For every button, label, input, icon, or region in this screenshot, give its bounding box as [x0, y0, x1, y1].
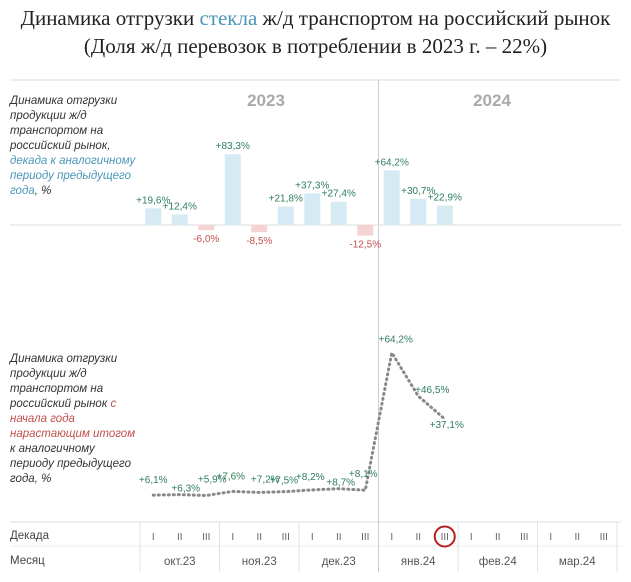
chart-subtitle: (Доля ж/д перевозок в потреблении в 2023…	[83, 34, 548, 58]
bar	[383, 170, 400, 225]
decade-tick-label: II	[177, 532, 183, 543]
month-axis-label: Месяц	[10, 555, 45, 567]
bar	[357, 225, 374, 236]
line-data-label: +6,1%	[139, 475, 168, 486]
line-data-label: +64,2%	[379, 335, 413, 346]
month-tick-label: фев.24	[479, 556, 518, 568]
decade-tick-label: I	[390, 532, 393, 543]
highlight-circle	[433, 525, 456, 548]
bar	[224, 154, 241, 225]
line-series	[151, 348, 447, 498]
bar-data-label: +19,6%	[136, 195, 170, 206]
bar-data-label: +12,4%	[163, 201, 197, 212]
decade-tick-label: II	[574, 532, 580, 543]
chart-title: Динамика отгрузки стекла ж/д транспортом…	[20, 6, 611, 30]
line-data-label: +8,1%	[349, 469, 378, 480]
grid-lines	[10, 79, 621, 572]
decade-tick-label: I	[152, 532, 155, 543]
bar-data-label: +83,3%	[216, 141, 250, 152]
bar-data-label: +37,3%	[295, 180, 329, 191]
bar	[145, 208, 162, 225]
decade-tick-label: I	[231, 532, 234, 543]
decade-tick-label: II	[495, 532, 501, 543]
bar-data-label: -8,5%	[246, 236, 272, 247]
bar-series	[145, 154, 453, 236]
decade-tick-label: II	[256, 532, 262, 543]
decade-tick-label: III	[520, 532, 528, 543]
line-data-label: +8,7%	[326, 478, 355, 489]
bar	[251, 225, 268, 233]
bar-data-label: +30,7%	[401, 186, 435, 197]
bar-data-label: +64,2%	[375, 157, 409, 168]
line-data-label: +46,5%	[415, 385, 449, 396]
month-tick-label: янв.24	[401, 556, 436, 568]
bar	[198, 225, 215, 231]
bar	[304, 193, 321, 225]
bar-data-label: +27,4%	[322, 189, 356, 200]
decade-tick-label: III	[361, 532, 369, 543]
bar	[171, 214, 188, 225]
month-tick-label: мар.24	[559, 556, 596, 568]
decade-tick-label: II	[415, 532, 421, 543]
bar-data-labels: +19,6%+12,4% -6,0% +83,3% -8,5% +21,8% +37,3%…	[136, 141, 462, 250]
decade-tick-label: I	[549, 532, 552, 543]
line-data-label: +7,2%	[251, 474, 280, 485]
bar	[436, 205, 453, 225]
cumulative-line	[151, 348, 447, 498]
year-label-2023: 2023	[247, 91, 285, 110]
line-data-label: +7,5%	[269, 476, 298, 487]
decade-axis-label: Декада	[10, 530, 49, 542]
decade-tick-label: II	[336, 532, 342, 543]
bar	[330, 201, 347, 225]
line-data-label: +6,3%	[171, 484, 200, 495]
month-tick-label: окт.23	[164, 556, 196, 568]
year-label-2024: 2024	[473, 91, 511, 110]
decade-tick-label: III	[441, 532, 449, 543]
line-data-label: +37,1%	[430, 420, 464, 431]
top-chart-description: Динамика отгрузки продукции ж/д транспор…	[10, 95, 136, 197]
bar-data-label: -6,0%	[193, 234, 219, 245]
line-data-label: +8,2%	[296, 472, 325, 483]
time-axis: I II III I II III I II III I II III I II III I II IIIокт.…	[152, 525, 608, 568]
month-tick-label: дек.23	[322, 556, 356, 568]
bottom-chart-description: Динамика отгрузки продукции ж/д транспор…	[10, 353, 136, 485]
decade-tick-label: III	[282, 532, 290, 543]
decade-tick-label: III	[600, 532, 608, 543]
bar-data-label: +21,8%	[269, 193, 303, 204]
bar-data-label: -12,5%	[349, 240, 381, 251]
bar	[410, 198, 427, 225]
line-data-label: +7,6%	[216, 471, 245, 482]
decade-tick-label: I	[470, 532, 473, 543]
decade-tick-label: I	[311, 532, 314, 543]
line-data-labels: +6,1%+6,3%+5,9%+7,6% +7,2%+7,5%+8,2%+8,7%…	[139, 335, 464, 495]
month-tick-label: ноя.23	[242, 556, 277, 568]
line-data-label: +5,9%	[198, 475, 227, 486]
bar-data-label: +22,9%	[428, 193, 462, 204]
bar	[277, 206, 294, 225]
decade-tick-label: III	[202, 532, 210, 543]
